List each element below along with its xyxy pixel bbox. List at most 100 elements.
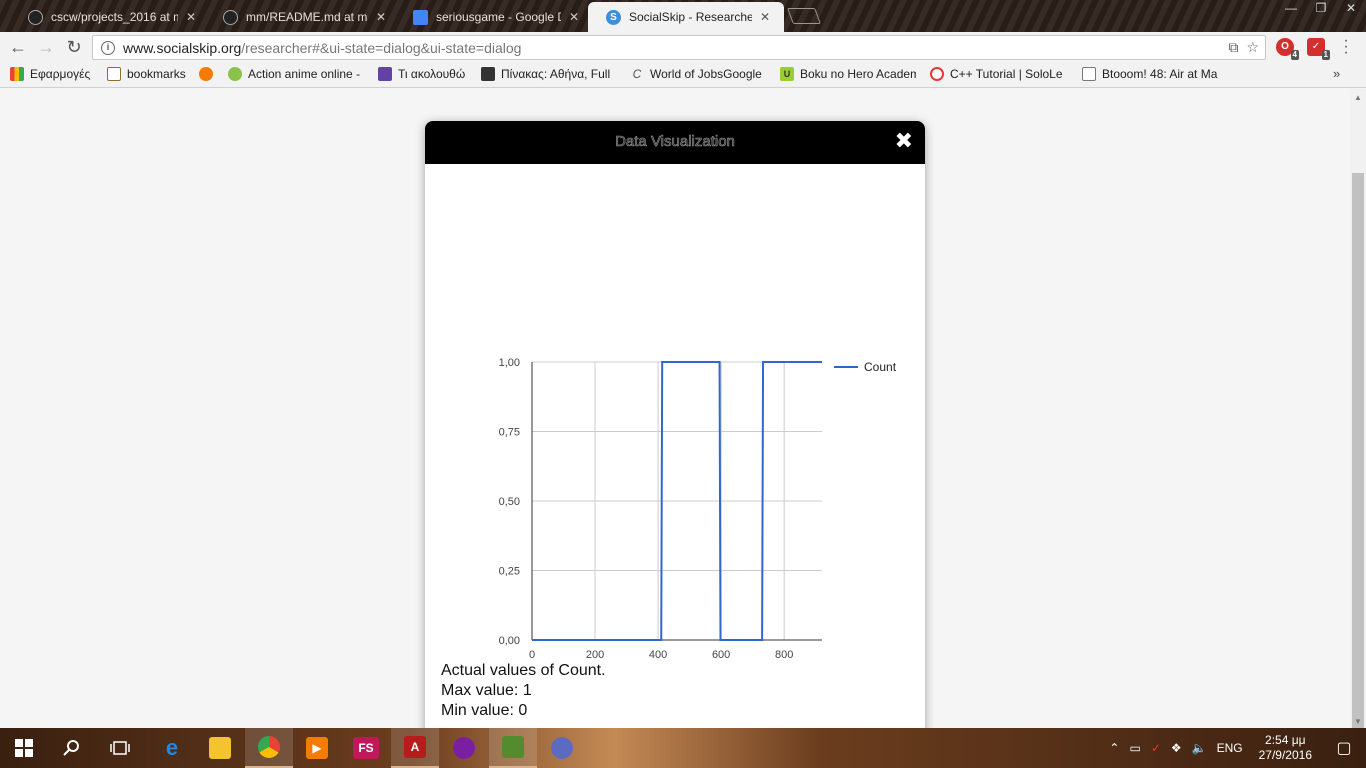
x-tick-label: 200 (586, 649, 604, 661)
bookmark-anime[interactable]: Action anime online - (228, 67, 362, 81)
bookmark-label: Boku no Hero Academ (800, 67, 916, 81)
fs-icon[interactable]: FS (342, 728, 390, 768)
maximize-icon[interactable]: ❐ (1315, 1, 1327, 15)
system-tray: ⌃ ▭ ✓ ❖ 🔈 ENG 2:54 μμ 27/9/2016 ▢ (1109, 728, 1366, 768)
bookmark-twitch[interactable]: Τι ακολουθώ (378, 67, 465, 81)
dropbox-icon[interactable]: ❖ (1170, 741, 1182, 755)
volume-icon[interactable]: 🔈 (1191, 741, 1207, 755)
y-tick-label: 0,75 (499, 427, 520, 439)
tab-label: seriousgame - Google D (436, 10, 561, 24)
battery-icon[interactable]: ▭ (1129, 741, 1141, 755)
x-tick-label: 0 (529, 649, 535, 661)
summary-title: Actual values of Count. (441, 662, 606, 679)
tab-label: SocialSkip - Researcher (629, 10, 752, 24)
reload-icon[interactable]: ↻ (66, 36, 82, 57)
clock-time: 2:54 μμ (1265, 733, 1306, 747)
scroll-down-icon[interactable]: ▼ (1354, 717, 1362, 726)
bookmark-btooom[interactable]: Btooom! 48: Air at Ma (1082, 67, 1218, 81)
edge-icon[interactable]: e (165, 735, 179, 760)
explorer-icon[interactable] (196, 728, 244, 768)
tab-label: cscw/projects_2016 at m (51, 10, 178, 24)
summary-min: Min value: 0 (441, 702, 528, 719)
github-icon (223, 9, 238, 25)
page-content: Data Visualization ✖ 0,00 0,25 0,50 0,75 1,0… (0, 89, 1350, 728)
bookmark-star-icon[interactable]: ☆ (1246, 39, 1259, 55)
taskbar: e ▶ FS A ⌃ ▭ ✓ ❖ 🔈 ENG 2:54 μμ 27/9/2016… (0, 728, 1366, 768)
info-icon[interactable]: i (101, 40, 115, 55)
minimize-icon[interactable]: — (1285, 1, 1297, 15)
scrollbar-thumb[interactable] (1352, 173, 1364, 753)
adblock-tray-icon[interactable]: ✓ (1150, 741, 1161, 755)
bookmark-world-of-jobs[interactable]: C World of JobsGoogle (630, 67, 764, 81)
github-icon (28, 9, 43, 25)
start-icon[interactable] (0, 728, 48, 768)
tab-seriousgame[interactable]: seriousgame - Google D ✕ (395, 2, 593, 32)
tab-label: mm/README.md at ma (246, 10, 368, 24)
series-line-count (532, 361, 822, 641)
u-icon: U (780, 67, 794, 81)
search-icon[interactable] (48, 728, 96, 768)
menu-icon[interactable]: · · · (1343, 32, 1349, 61)
browser-toolbar: ← → ↻ i www.socialskip.org/researcher#&u… (0, 32, 1366, 62)
acrobat-icon[interactable]: A (391, 728, 439, 768)
c-icon: C (632, 67, 642, 81)
bookmarks-overflow-icon[interactable]: » (1333, 66, 1341, 81)
back-icon[interactable]: ← (9, 36, 27, 57)
scroll-up-icon[interactable]: ▲ (1354, 93, 1362, 102)
chrome-icon[interactable] (245, 728, 293, 768)
adblock-icon[interactable]: ✓ 1 (1307, 38, 1330, 60)
bookmark-label: Πίνακας: Αθήνα, Full (501, 67, 611, 81)
dialog-header: Data Visualization ✖ (425, 121, 925, 164)
bookmark-boku[interactable]: U Boku no Hero Academ (780, 67, 916, 81)
clock[interactable]: 2:54 μμ 27/9/2016 (1259, 733, 1312, 763)
x-tick-label: 400 (649, 649, 667, 661)
y-tick-label: 0,25 (499, 566, 520, 578)
bookmarks-bar: Εφαρμογές bookmarks Action anime online … (0, 62, 1366, 88)
forward-icon[interactable]: → (37, 36, 55, 57)
new-tab-button[interactable] (787, 8, 821, 24)
language-indicator[interactable]: ENG (1216, 741, 1243, 755)
address-bar[interactable]: i www.socialskip.org/researcher#&ui-stat… (92, 35, 1266, 60)
page-scrollbar[interactable]: ▲ ▼ (1350, 89, 1366, 753)
close-icon[interactable]: ✕ (759, 10, 770, 24)
close-icon[interactable]: ✕ (568, 10, 579, 24)
orange-icon (199, 67, 213, 81)
clock-date: 27/9/2016 (1258, 748, 1312, 762)
url-path: /researcher#&ui-state=dialog&ui-state=di… (241, 39, 522, 56)
bookmark-sololearn[interactable]: C++ Tutorial | SoloLe (930, 67, 1068, 81)
twitch-icon (378, 67, 392, 81)
summary-max: Max value: 1 (441, 682, 532, 699)
bookmark-label: Εφαρμογές (30, 67, 91, 81)
bookmark-apps[interactable]: Εφαρμογές (10, 67, 90, 81)
close-icon[interactable]: ✕ (185, 10, 196, 24)
google-docs-icon (413, 9, 428, 25)
task-view-icon[interactable] (96, 728, 144, 768)
tab-socialskip[interactable]: S SocialSkip - Researcher ✕ (588, 2, 784, 32)
window-controls: — ❐ ✕ (1276, 0, 1366, 18)
data-visualization-dialog: Data Visualization ✖ 0,00 0,25 0,50 0,75 1,0… (425, 121, 925, 728)
paint-icon[interactable] (538, 728, 586, 768)
bookmark-orange[interactable] (199, 67, 219, 81)
media-player-icon[interactable]: ▶ (293, 728, 341, 768)
x-tick-label: 600 (712, 649, 730, 661)
extension-badge: 1 (1321, 50, 1330, 60)
socialskip-icon: S (606, 9, 621, 25)
notifications-icon[interactable]: ▢ (1336, 740, 1352, 757)
translate-icon[interactable]: ⧉ (1228, 39, 1239, 55)
close-icon[interactable]: ✖ (894, 128, 913, 153)
bookmark-label: Τι ακολουθώ (398, 67, 466, 81)
bookmark-folder[interactable]: bookmarks (107, 67, 186, 81)
close-icon[interactable]: ✕ (375, 10, 386, 24)
notepad-icon[interactable] (489, 728, 537, 768)
bookmark-board[interactable]: Πίνακας: Αθήνα, Full (481, 67, 611, 81)
tab-cscw[interactable]: cscw/projects_2016 at m ✕ (10, 2, 210, 32)
cat-app-icon[interactable] (440, 728, 488, 768)
page-icon (1082, 67, 1096, 81)
folder-icon (107, 67, 121, 81)
board-icon (481, 67, 495, 81)
close-window-icon[interactable]: ✕ (1345, 1, 1357, 15)
line-chart: 0,00 0,25 0,50 0,75 1,00 0 200 400 600 800 Count (499, 357, 897, 661)
tab-readme[interactable]: mm/README.md at ma ✕ (205, 2, 400, 32)
chevron-up-icon[interactable]: ⌃ (1109, 741, 1120, 755)
